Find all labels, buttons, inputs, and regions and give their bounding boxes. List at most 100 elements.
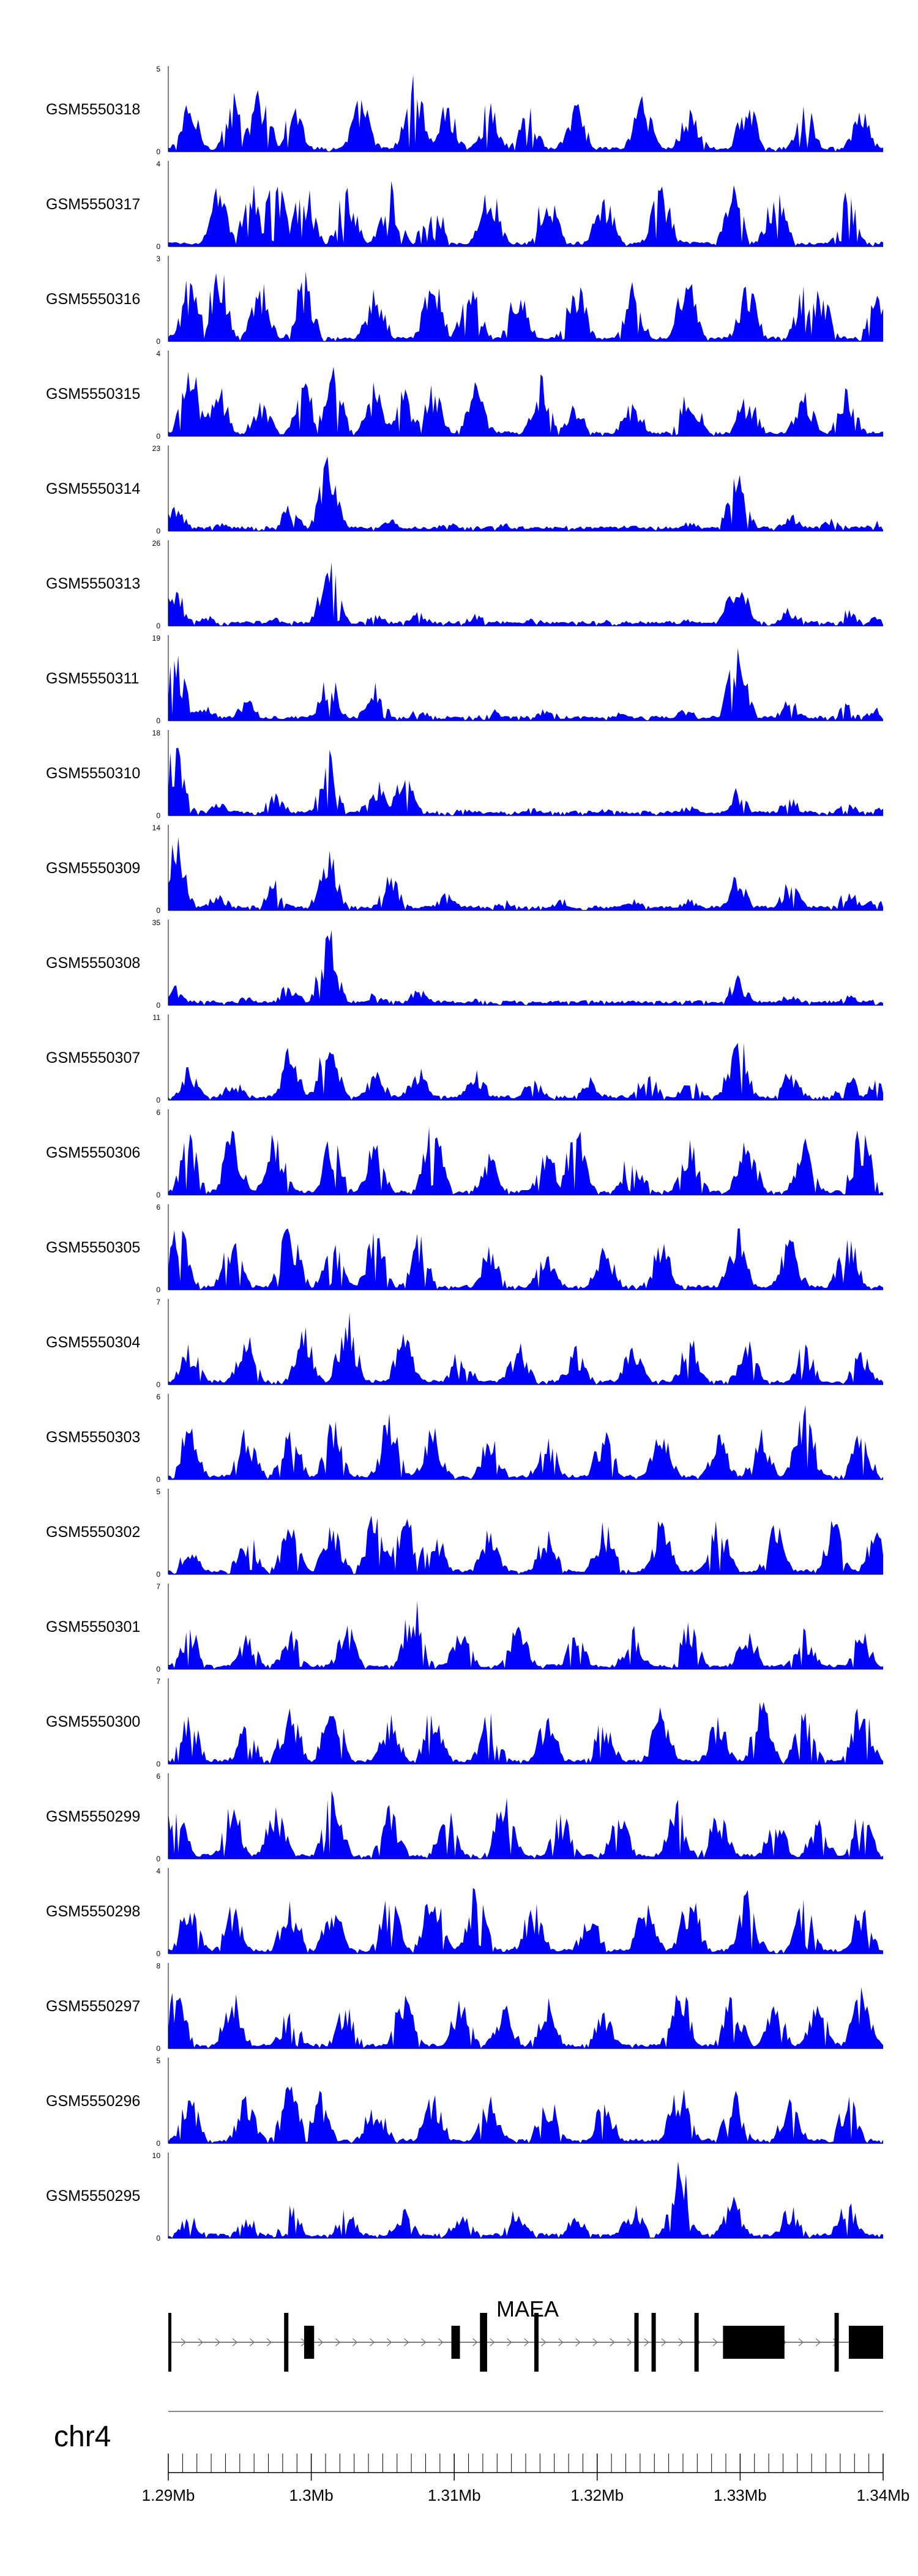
track-label: GSM5550297 [46,1998,140,2015]
coverage-area [168,1888,883,1954]
tick-label: 1.29Mb [142,2486,195,2504]
y-min-label: 0 [156,1286,160,1294]
y-min-label: 0 [156,1475,160,1484]
y-max-label: 5 [156,2057,160,2065]
coverage-area [168,1126,883,1195]
coverage-area [168,1515,883,1574]
tick-label: 1.3Mb [289,2486,333,2504]
track-label: GSM5550315 [46,385,140,403]
y-min-label: 0 [156,1760,160,1768]
strand-arrow [215,2338,221,2347]
coverage-area [168,1405,883,1480]
strand-arrow [575,2338,581,2347]
y-min-label: 0 [156,2044,160,2053]
coverage-area [168,748,883,816]
y-max-label: 5 [156,65,160,73]
coverage-area [168,1312,883,1385]
coverage-area [168,1790,883,1859]
y-max-label: 7 [156,1677,160,1686]
y-min-label: 0 [156,1570,160,1579]
y-max-label: 6 [156,1772,160,1781]
y-min-label: 0 [156,1855,160,1863]
coverage-area [168,2086,883,2143]
strand-arrow [798,2338,804,2347]
y-max-label: 23 [152,444,161,453]
coverage-area [168,271,883,341]
coverage-area [168,837,883,910]
strand-arrow [815,2338,821,2347]
strand-arrow [386,2338,392,2347]
y-max-label: 19 [152,634,161,642]
y-max-label: 7 [156,1298,160,1306]
strand-arrow [266,2338,272,2347]
y-max-label: 4 [156,349,160,358]
track-label: GSM5550295 [46,2187,140,2205]
tick-label: 1.31Mb [428,2486,481,2504]
exon [634,2313,639,2372]
strand-arrow [507,2338,512,2347]
track-label: GSM5550307 [46,1049,140,1067]
track-label: GSM5550306 [46,1144,140,1161]
y-min-label: 0 [156,1096,160,1104]
track-label: GSM5550316 [46,291,140,308]
strand-arrow [627,2338,632,2347]
y-min-label: 0 [156,337,160,346]
strand-arrow [592,2338,598,2347]
strand-arrow [335,2338,341,2347]
track-label: GSM5550299 [46,1808,140,1825]
strand-arrow [678,2338,684,2347]
y-min-label: 0 [156,1949,160,1958]
track-label: GSM5550308 [46,955,140,972]
strand-arrow [352,2338,358,2347]
exon [480,2313,487,2372]
tick-label: 1.34Mb [857,2486,910,2504]
y-max-label: 6 [156,1203,160,1212]
y-min-label: 0 [156,1665,160,1673]
y-max-label: 6 [156,1393,160,1401]
track-label: GSM5550300 [46,1713,140,1730]
y-min-label: 0 [156,2139,160,2148]
y-max-label: 4 [156,1867,160,1875]
y-min-label: 0 [156,147,160,156]
exon [848,2326,883,2359]
exon [168,2313,171,2372]
coverage-area [168,2161,883,2238]
exon [284,2313,289,2372]
track-label: GSM5550296 [46,2093,140,2110]
y-min-label: 0 [156,906,160,915]
strand-arrow [198,2338,204,2347]
coverage-area [168,456,883,531]
coverage-area [168,930,883,1005]
strand-arrow [249,2338,255,2347]
track-label: GSM5550298 [46,1903,140,1920]
y-max-label: 10 [152,2151,161,2160]
exon [694,2313,699,2372]
track-label: GSM5550301 [46,1618,140,1636]
coverage-area [168,648,883,721]
coverage-area [168,181,883,247]
y-min-label: 0 [156,527,160,535]
exon [451,2326,460,2359]
coverage-area [168,74,883,152]
exon [834,2313,839,2372]
y-min-label: 0 [156,242,160,251]
tick-label: 1.32Mb [570,2486,624,2504]
y-max-label: 4 [156,160,160,168]
y-max-label: 14 [152,824,161,832]
coverage-area [168,1228,883,1290]
y-min-label: 0 [156,2234,160,2243]
strand-arrow [181,2338,187,2347]
exon [723,2326,785,2359]
chromosome-label: chr4 [54,2421,111,2453]
tick-label: 1.33Mb [714,2486,767,2504]
coverage-area [168,1601,883,1669]
strand-arrow [490,2338,495,2347]
y-max-label: 8 [156,1962,160,1970]
strand-arrow [661,2338,666,2347]
y-min-label: 0 [156,622,160,630]
y-min-label: 0 [156,432,160,441]
coverage-area [168,367,883,436]
y-min-label: 0 [156,717,160,725]
track-label: GSM5550311 [46,670,139,687]
